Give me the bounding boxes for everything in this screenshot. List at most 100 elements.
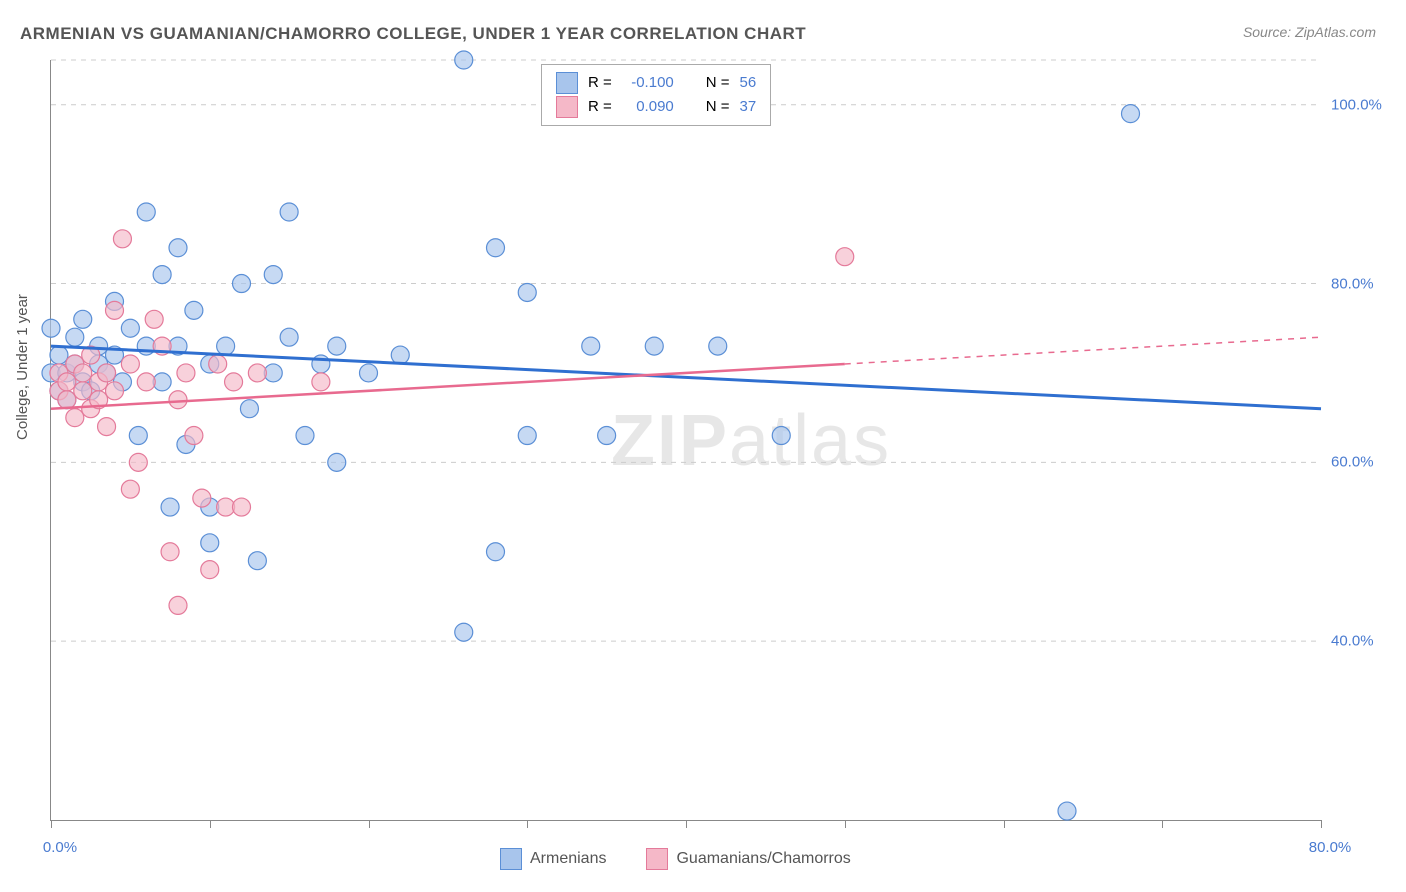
bottom-legend: Armenians Guamanians/Chamorros [500, 848, 851, 870]
data-point [598, 427, 616, 445]
legend-swatch [646, 848, 668, 870]
legend-label: Armenians [530, 850, 606, 868]
data-point [129, 453, 147, 471]
data-point [312, 373, 330, 391]
data-point [42, 319, 60, 337]
data-point [58, 373, 76, 391]
data-point [98, 364, 116, 382]
data-point [487, 239, 505, 257]
data-point [280, 203, 298, 221]
data-point [487, 543, 505, 561]
data-point [185, 427, 203, 445]
data-point [129, 427, 147, 445]
data-point [74, 364, 92, 382]
stats-legend-row: R =-0.100N =56 [556, 71, 756, 95]
data-point [121, 319, 139, 337]
data-point [161, 498, 179, 516]
y-tick-label: 100.0% [1331, 96, 1391, 113]
legend-swatch [500, 848, 522, 870]
x-tick-mark [1321, 820, 1322, 828]
data-point [121, 480, 139, 498]
x-tick-mark [527, 820, 528, 828]
data-point [121, 355, 139, 373]
x-tick-mark [369, 820, 370, 828]
data-point [1122, 105, 1140, 123]
data-point [248, 552, 266, 570]
data-point [137, 373, 155, 391]
data-point [185, 301, 203, 319]
x-tick-left: 0.0% [43, 839, 77, 856]
x-tick-mark [1004, 820, 1005, 828]
y-tick-label: 80.0% [1331, 275, 1391, 292]
r-value: 0.090 [622, 95, 674, 119]
x-tick-mark [845, 820, 846, 828]
n-label: N = [706, 95, 730, 119]
data-point [169, 596, 187, 614]
source-citation: Source: ZipAtlas.com [1243, 24, 1376, 40]
y-tick-label: 40.0% [1331, 633, 1391, 650]
data-point [209, 355, 227, 373]
stats-legend: R =-0.100N =56R =0.090N =37 [541, 64, 771, 126]
bottom-legend-item: Guamanians/Chamorros [646, 848, 850, 870]
data-point [137, 203, 155, 221]
data-point [328, 453, 346, 471]
data-point [391, 346, 409, 364]
y-tick-label: 60.0% [1331, 454, 1391, 471]
data-point [240, 400, 258, 418]
data-point [74, 382, 92, 400]
data-point [98, 418, 116, 436]
data-point [772, 427, 790, 445]
data-point [169, 239, 187, 257]
data-point [360, 364, 378, 382]
data-point [836, 248, 854, 266]
data-point [455, 623, 473, 641]
n-value: 37 [740, 95, 757, 119]
r-label: R = [588, 71, 612, 95]
data-point [58, 391, 76, 409]
data-point [201, 534, 219, 552]
x-tick-mark [210, 820, 211, 828]
plot-area: ZIPatlas 40.0%60.0%80.0%100.0% R =-0.100… [50, 60, 1321, 821]
data-point [161, 543, 179, 561]
data-point [74, 310, 92, 328]
data-point [233, 275, 251, 293]
data-point [582, 337, 600, 355]
x-tick-mark [686, 820, 687, 828]
data-point [66, 409, 84, 427]
data-point [518, 283, 536, 301]
n-label: N = [706, 71, 730, 95]
data-point [296, 427, 314, 445]
n-value: 56 [740, 71, 757, 95]
data-point [328, 337, 346, 355]
legend-label: Guamanians/Chamorros [676, 850, 850, 868]
data-point [217, 337, 235, 355]
scatter-svg [51, 60, 1321, 820]
data-point [153, 266, 171, 284]
legend-swatch [556, 72, 578, 94]
data-point [169, 391, 187, 409]
data-point [66, 328, 84, 346]
x-tick-mark [1162, 820, 1163, 828]
data-point [113, 230, 131, 248]
data-point [248, 364, 266, 382]
data-point [106, 382, 124, 400]
data-point [264, 266, 282, 284]
data-point [225, 373, 243, 391]
data-point [645, 337, 663, 355]
x-tick-mark [51, 820, 52, 828]
data-point [106, 301, 124, 319]
data-point [455, 51, 473, 69]
x-tick-right: 80.0% [1309, 839, 1352, 856]
data-point [280, 328, 298, 346]
stats-legend-row: R = 0.090 N = 37 [556, 95, 756, 119]
data-point [709, 337, 727, 355]
chart-title: ARMENIAN VS GUAMANIAN/CHAMORRO COLLEGE, … [20, 24, 806, 44]
data-point [518, 427, 536, 445]
data-point [1058, 802, 1076, 820]
y-axis-label: College, Under 1 year [14, 294, 31, 440]
r-label: R = [588, 95, 612, 119]
data-point [233, 498, 251, 516]
data-point [50, 346, 68, 364]
bottom-legend-item: Armenians [500, 848, 606, 870]
legend-swatch [556, 96, 578, 118]
